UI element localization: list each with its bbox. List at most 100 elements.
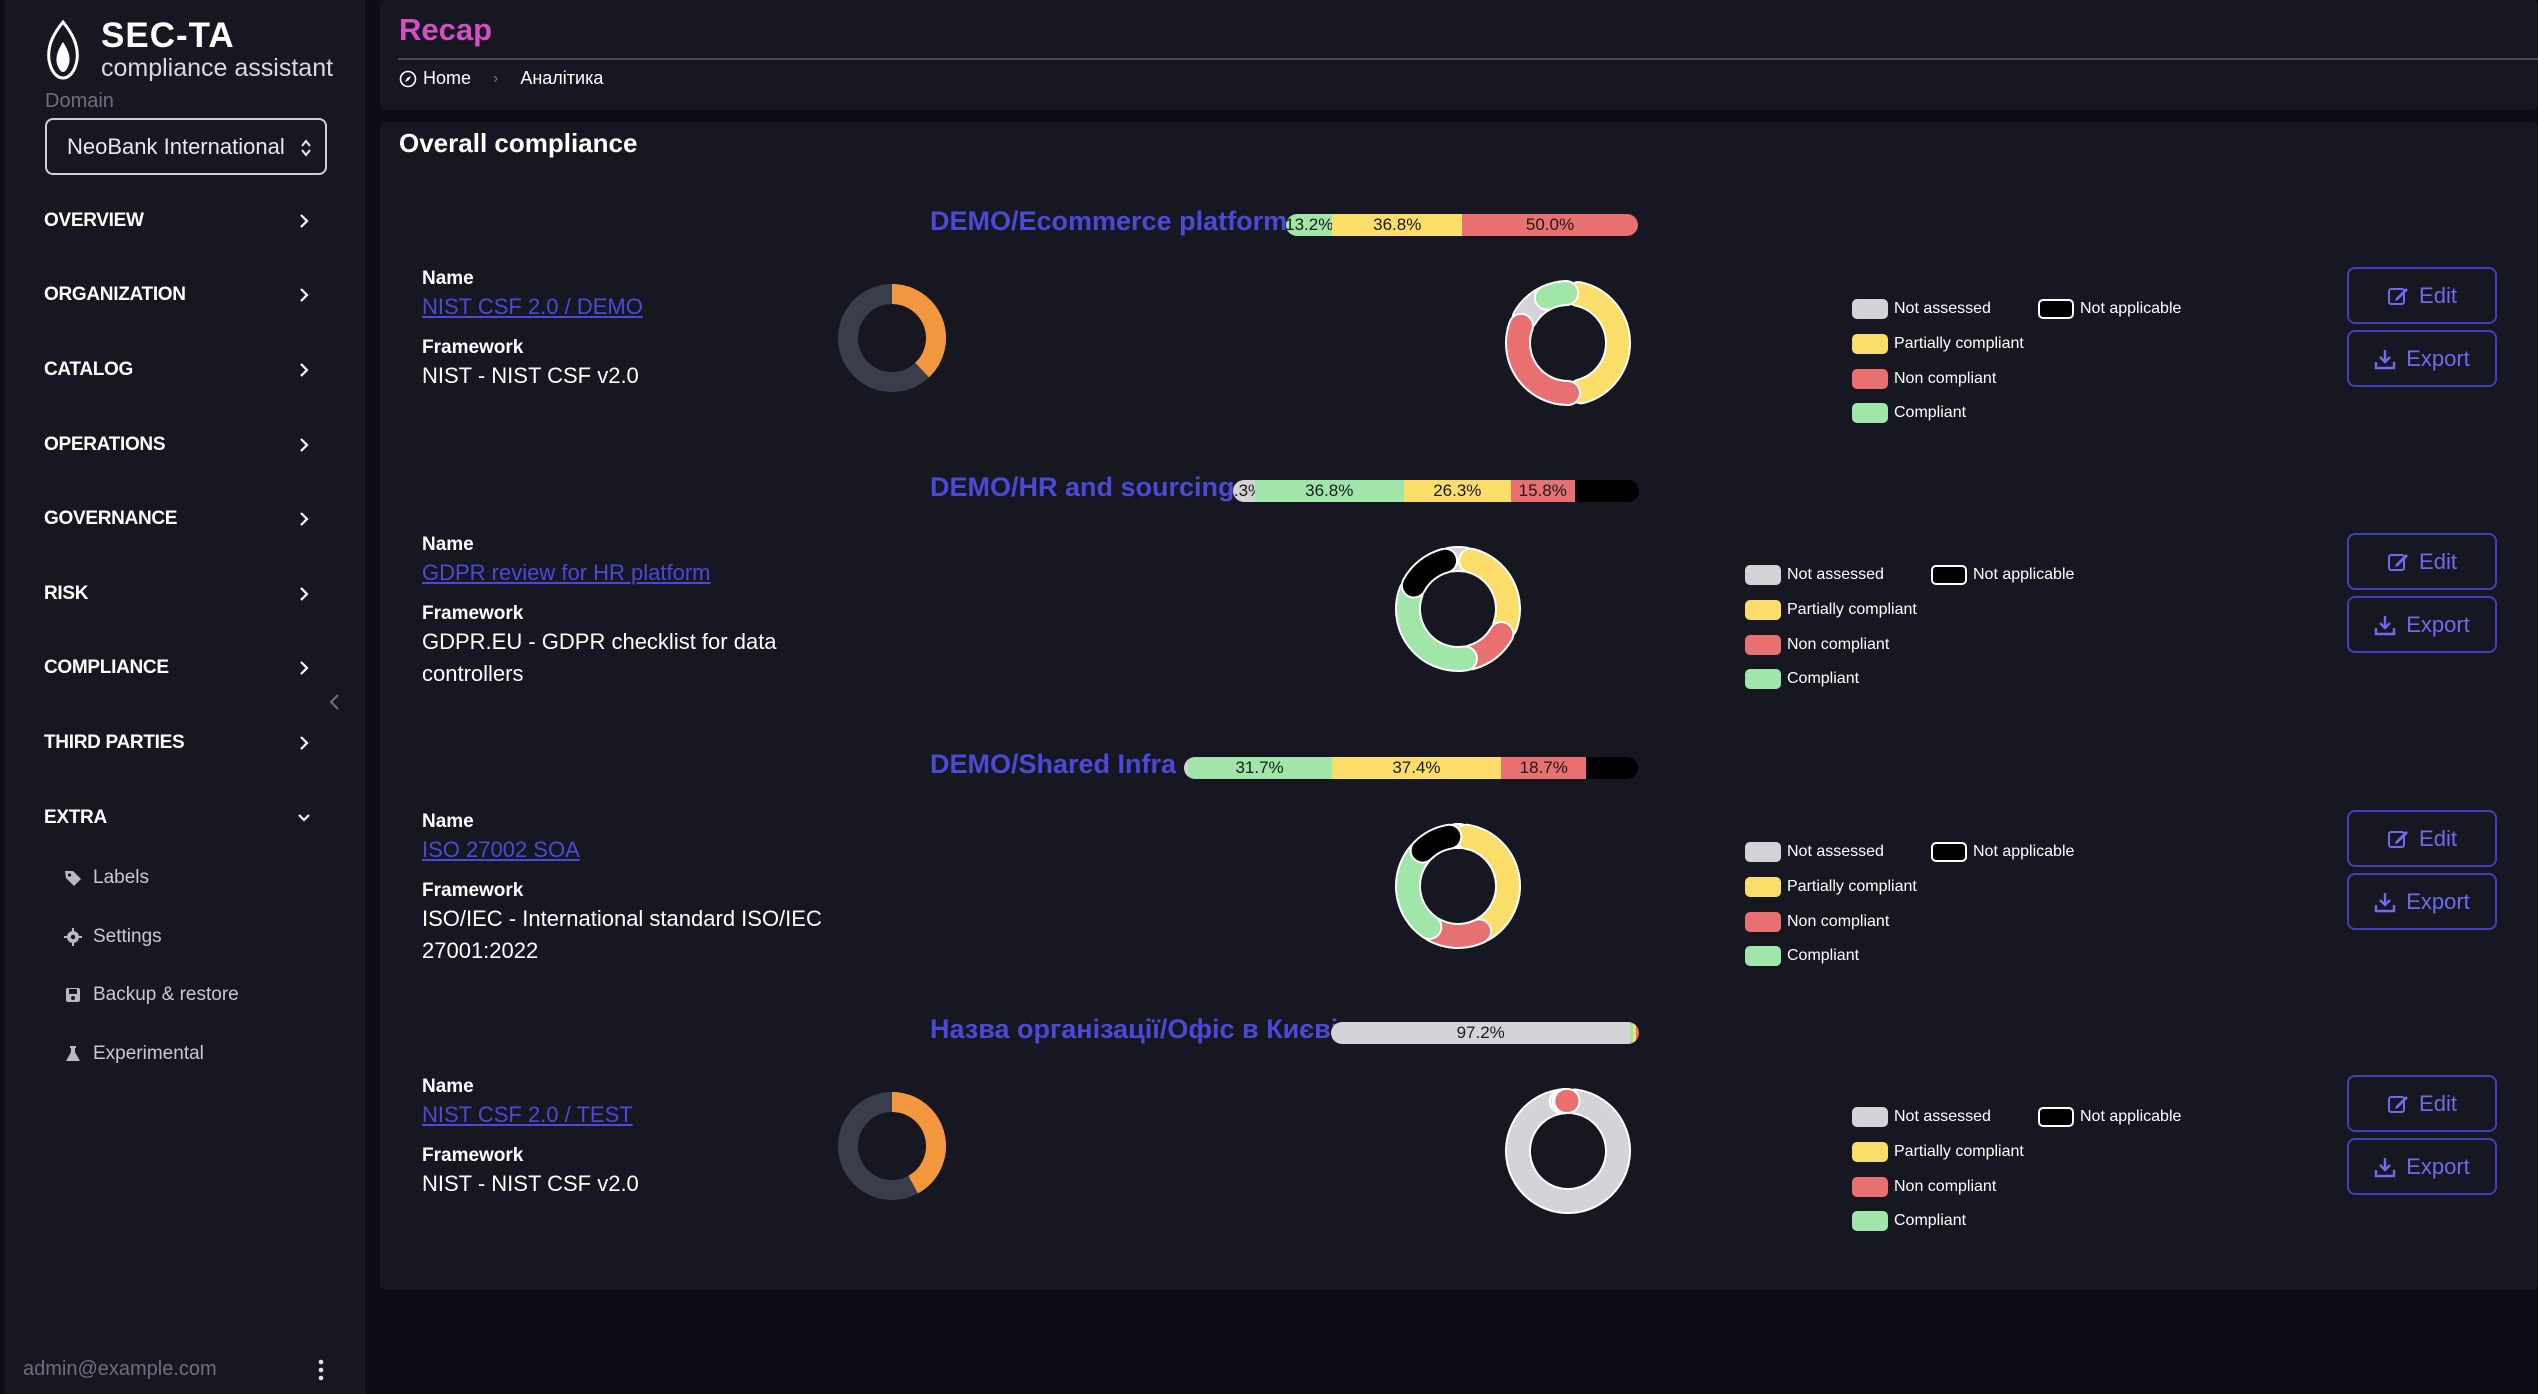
legend-label: Partially compliant [1787, 601, 1917, 618]
brand-title: SEC-TA [101, 16, 235, 55]
nav-item-operations[interactable]: OPERATIONS [44, 425, 314, 465]
name-label: Name [422, 268, 474, 289]
edit-button[interactable]: Edit [2347, 810, 2497, 867]
compliance-donut [1505, 1088, 1631, 1214]
legend-label: Not assessed [1787, 566, 1884, 583]
bar-segment-non-compliant [1635, 1022, 1639, 1044]
donut-segment-not-assessed [1507, 1090, 1629, 1212]
bar-segment-non-compliant: 15.8% [1510, 480, 1575, 502]
nav-item-label: OVERVIEW [44, 210, 144, 231]
nav-item-experimental[interactable]: Experimental [63, 1036, 204, 1072]
gauge-fill [891, 1092, 946, 1194]
nav-item-backup-restore[interactable]: Backup & restore [63, 977, 239, 1013]
nav-item-governance[interactable]: GOVERNANCE [44, 499, 314, 539]
legend-item-not-assessed[interactable]: Not assessed [1745, 842, 1884, 862]
donut-segment-compliant [1397, 842, 1441, 938]
legend-item-not-applicable[interactable]: Not applicable [2038, 1107, 2181, 1127]
chart-legend: Not assessed Not applicable Partially comp… [1745, 842, 2105, 992]
nav-item-extra[interactable]: EXTRA [44, 798, 314, 838]
edit-button[interactable]: Edit [2347, 533, 2497, 590]
legend-item-non-compliant[interactable]: Non compliant [1745, 912, 1889, 932]
legend-swatch [1931, 565, 1967, 585]
user-email[interactable]: admin@example.com [23, 1358, 217, 1380]
legend-swatch [1745, 877, 1781, 897]
domain-select[interactable]: NeoBank International [45, 118, 327, 175]
legend-item-compliant[interactable]: Compliant [1852, 403, 1966, 423]
logo-icon [47, 20, 79, 80]
assessment-title[interactable]: DEMO/HR and sourcing [930, 472, 1235, 502]
legend-label: Non compliant [1787, 913, 1890, 930]
assessment-name-link[interactable]: NIST CSF 2.0 / TEST [422, 1102, 633, 1127]
legend-item-not-applicable[interactable]: Not applicable [1931, 565, 2074, 585]
nav-item-organization[interactable]: ORGANIZATION [44, 275, 314, 315]
legend-item-not-applicable[interactable]: Not applicable [2038, 299, 2181, 319]
assessment-title[interactable]: Назва організації/Офіс в Києві [930, 1014, 1339, 1044]
export-button[interactable]: Export [2347, 1138, 2497, 1195]
legend-item-non-compliant[interactable]: Non compliant [1852, 1177, 1996, 1197]
legend-item-partially-compliant[interactable]: Partially compliant [1852, 334, 2024, 354]
framework-label: Framework [422, 1145, 524, 1166]
nav-item-labels[interactable]: Labels [63, 860, 149, 896]
legend-swatch [1745, 912, 1781, 932]
legend-item-non-compliant[interactable]: Non compliant [1745, 635, 1889, 655]
nav-item-settings[interactable]: Settings [63, 919, 162, 955]
user-menu-icon[interactable] [313, 1356, 329, 1384]
domain-select-value: NeoBank International [67, 133, 285, 159]
breadcrumb-separator: › [493, 69, 499, 87]
assessment-name-link[interactable]: NIST CSF 2.0 / DEMO [422, 294, 643, 319]
collapse-sidebar-icon[interactable] [325, 690, 345, 714]
nav-item-third-parties[interactable]: THIRD PARTIES [44, 723, 314, 763]
nav-item-overview[interactable]: OVERVIEW [44, 201, 314, 241]
nav-item-risk[interactable]: RISK [44, 574, 314, 614]
name-label: Name [422, 811, 474, 832]
legend-swatch [1931, 842, 1967, 862]
assessment-name-link[interactable]: ISO 27002 SOA [422, 837, 580, 862]
framework-value: NIST - NIST CSF v2.0 [422, 363, 639, 388]
nav-item-catalog[interactable]: CATALOG [44, 350, 314, 390]
chevron-right-icon [300, 512, 309, 526]
legend-item-not-assessed[interactable]: Not assessed [1852, 299, 1991, 319]
legend-item-compliant[interactable]: Compliant [1852, 1211, 1966, 1231]
assessment-title[interactable]: DEMO/Shared Infra [930, 749, 1177, 779]
donut-segment-partially-compliant [1459, 549, 1519, 638]
name-label: Name [422, 1076, 474, 1097]
legend-swatch [1745, 842, 1781, 862]
legend-item-partially-compliant[interactable]: Partially compliant [1852, 1142, 2024, 1162]
chevron-down-icon [298, 814, 310, 822]
breadcrumb-home[interactable]: Home [423, 68, 472, 88]
legend-item-compliant[interactable]: Compliant [1745, 669, 1859, 689]
legend-item-compliant[interactable]: Compliant [1745, 946, 1859, 966]
legend-swatch [1745, 600, 1781, 620]
export-button[interactable]: Export [2347, 596, 2497, 653]
legend-label: Not applicable [2080, 300, 2182, 317]
bar-segment-not-assessed: 5.3% [1233, 480, 1255, 502]
legend-item-non-compliant[interactable]: Non compliant [1852, 369, 1996, 389]
assessment-title[interactable]: DEMO/Ecommerce platform [930, 206, 1288, 236]
export-button-label: Export [2406, 888, 2470, 914]
legend-item-not-assessed[interactable]: Not assessed [1745, 565, 1884, 585]
legend-item-partially-compliant[interactable]: Partially compliant [1745, 877, 1917, 897]
nav-subitem-label: Backup & restore [93, 984, 239, 1005]
select-chevron-icon [301, 139, 311, 157]
flask-icon [66, 1046, 80, 1061]
export-button[interactable]: Export [2347, 873, 2497, 930]
edit-button-label: Edit [2419, 282, 2457, 308]
bar-segment-not-applicable [1586, 757, 1638, 779]
compass-icon [399, 70, 417, 87]
bar-segment-compliant [1630, 1022, 1634, 1044]
export-button[interactable]: Export [2347, 330, 2497, 387]
legend-item-not-assessed[interactable]: Not assessed [1852, 1107, 1991, 1127]
nav-item-label: THIRD PARTIES [44, 732, 185, 753]
edit-button[interactable]: Edit [2347, 267, 2497, 324]
legend-label: Partially compliant [1894, 335, 2024, 352]
nav-item-label: CATALOG [44, 359, 134, 380]
edit-button[interactable]: Edit [2347, 1075, 2497, 1132]
assessment-name-link[interactable]: GDPR review for HR platform [422, 560, 711, 585]
nav-item-compliance[interactable]: COMPLIANCE [44, 648, 314, 688]
legend-item-not-applicable[interactable]: Not applicable [1931, 842, 2074, 862]
donut-segment-partially-compliant [1567, 283, 1629, 403]
bar-segment-partially-compliant [1633, 1022, 1636, 1044]
chevron-right-icon [300, 363, 309, 377]
legend-item-partially-compliant[interactable]: Partially compliant [1745, 600, 1917, 620]
bar-segment-partially-compliant: 26.3% [1403, 480, 1511, 502]
